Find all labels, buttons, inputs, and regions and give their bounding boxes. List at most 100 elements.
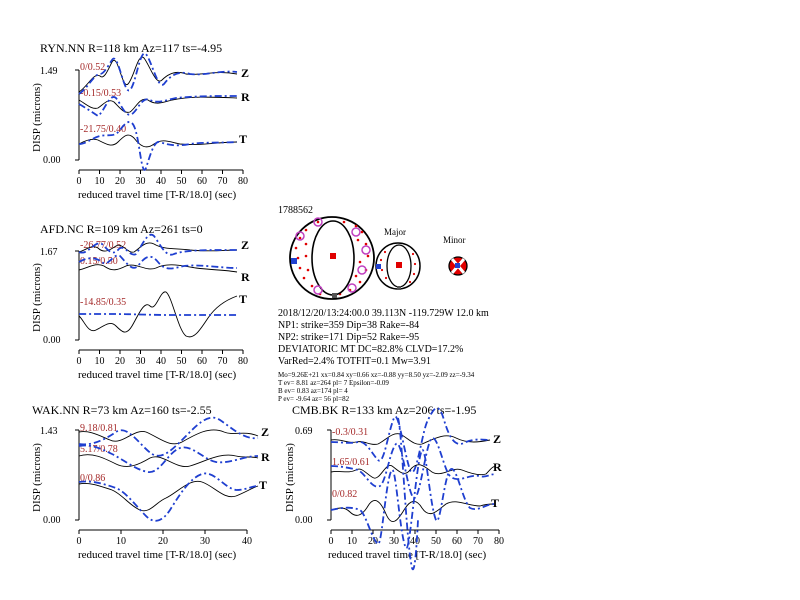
panel-afd: AFD.NC R=109 km Az=261 ts=0 1.67 0.00 DI… xyxy=(31,222,250,381)
compression-dots xyxy=(294,220,370,296)
amplitude-label-t: -14.85/0.35 xyxy=(80,297,126,308)
x-tick-label: 60 xyxy=(452,536,462,547)
panel-cmb: CMB.BK R=133 km Az=206 ts=-1.95 0.69 0.0… xyxy=(284,403,504,571)
minor-p-marker xyxy=(455,263,460,268)
x-tick-label: 0 xyxy=(77,356,82,367)
mechanism-area: 1788562 xyxy=(278,205,489,403)
synthetic-trace-r xyxy=(78,444,259,473)
amplitude-label-z: 0/0.52 xyxy=(80,62,105,73)
observed-trace-r xyxy=(78,96,238,113)
observed-trace-t xyxy=(78,134,238,148)
y-tick-label-max: 1.43 xyxy=(40,426,58,437)
synthetic-trace-z xyxy=(78,52,238,95)
major-b-marker xyxy=(397,286,401,290)
b-axis-info: B ev= 0.83 az=174 pl= 4 xyxy=(278,387,348,395)
x-tick-label: 50 xyxy=(177,176,187,187)
component-label-z: Z xyxy=(241,238,249,252)
y-axis-label: DISP (microns) xyxy=(31,263,43,332)
x-axis-label: reduced travel time [T-R/18.0] (sec) xyxy=(78,189,236,201)
fit-summary: VarRed=2.4% TOTFIT=0.1 Mw=3.91 xyxy=(278,356,431,367)
synthetic-trace-r xyxy=(78,95,238,118)
component-label-z: Z xyxy=(493,432,501,446)
panel-title: AFD.NC R=109 km Az=261 ts=0 xyxy=(40,222,203,236)
station-markers xyxy=(295,217,371,295)
synthetic-trace-z xyxy=(78,416,259,457)
p-axis-info: P ev= -9.64 az= 56 pl=82 xyxy=(278,395,350,403)
observed-trace-t xyxy=(78,291,238,338)
minor-label: Minor xyxy=(443,235,466,245)
nodal-plane-2: NP2: strike=171 Dip=52 Rake=-95 xyxy=(278,332,419,343)
amplitude-label-r: -0.15/0.53 xyxy=(80,88,121,99)
event-id: 1788562 xyxy=(278,205,313,216)
x-tick-label: 50 xyxy=(177,356,187,367)
component-label-t: T xyxy=(491,496,499,510)
x-tick-label: 40 xyxy=(410,536,420,547)
observed-trace-t xyxy=(330,500,495,522)
y-tick-label-max: 0.69 xyxy=(295,426,313,437)
y-tick-label-zero: 0.00 xyxy=(43,335,61,346)
amplitude-label-r: 0.15/0.50 xyxy=(80,256,118,267)
major-beachball xyxy=(375,242,421,290)
moment-tensor: Mo=9.26E+21 xx=0.84 xy=0.66 xz=-0.88 yy=… xyxy=(278,371,475,379)
observed-trace-t xyxy=(78,480,259,512)
panel-ryn: RYN.NN R=118 km Az=117 ts=-4.95 1.49 0.0… xyxy=(31,41,250,201)
component-label-z: Z xyxy=(241,66,249,80)
amplitude-label-z: -26.77/0.52 xyxy=(80,240,126,251)
y-axis-label: DISP (microns) xyxy=(31,83,43,152)
panel-title: CMB.BK R=133 km Az=206 ts=-1.95 xyxy=(292,403,476,417)
synthetic-trace-t-spike xyxy=(397,417,419,571)
observed-trace-r xyxy=(78,264,238,273)
b-axis-marker xyxy=(332,293,337,298)
component-label-r: R xyxy=(493,460,502,474)
x-tick-label: 20 xyxy=(158,536,168,547)
observed-trace-z xyxy=(78,242,238,253)
x-tick-label: 30 xyxy=(136,356,146,367)
deviatoric-mt: DEVIATORIC MT DC=82.8% CLVD=17.2% xyxy=(278,344,463,355)
component-label-r: R xyxy=(241,270,250,284)
x-tick-label: 70 xyxy=(218,356,228,367)
observed-trace-r xyxy=(330,464,497,479)
x-tick-label: 10 xyxy=(95,356,105,367)
amplitude-label-r: 5.17/0.78 xyxy=(80,444,118,455)
x-tick-label: 60 xyxy=(197,176,207,187)
component-label-z: Z xyxy=(261,425,269,439)
x-tick-label: 70 xyxy=(218,176,228,187)
component-label-t: T xyxy=(239,292,247,306)
nodal-plane-1: NP1: strike=359 Dip=38 Rake=-84 xyxy=(278,320,419,331)
x-tick-label: 10 xyxy=(95,176,105,187)
observed-trace-r xyxy=(78,454,259,468)
panel-title: RYN.NN R=118 km Az=117 ts=-4.95 xyxy=(40,41,222,55)
synthetic-trace-t xyxy=(330,449,495,549)
x-tick-label: 20 xyxy=(115,356,125,367)
x-tick-label: 20 xyxy=(115,176,125,187)
y-axis-label: DISP (microns) xyxy=(284,443,296,512)
component-label-t: T xyxy=(259,478,267,492)
amplitude-label-t: 0/0.86 xyxy=(80,473,105,484)
x-tick-label: 80 xyxy=(238,176,248,187)
t-axis-marker xyxy=(330,253,336,259)
component-label-r: R xyxy=(261,450,270,464)
x-tick-label: 80 xyxy=(238,356,248,367)
component-label-t: T xyxy=(239,132,247,146)
observed-trace-z xyxy=(78,429,259,445)
synthetic-trace-t xyxy=(79,313,237,316)
x-tick-label: 60 xyxy=(197,356,207,367)
main-beachball xyxy=(289,216,375,300)
x-tick-label: 40 xyxy=(242,536,252,547)
x-tick-label: 0 xyxy=(77,176,82,187)
x-axis-label: reduced travel time [T-R/18.0] (sec) xyxy=(328,549,486,561)
y-tick-label-zero: 0.00 xyxy=(295,515,313,526)
x-tick-label: 30 xyxy=(136,176,146,187)
amplitude-label-r: 1.65/0.61 xyxy=(332,457,370,468)
x-axis-label: reduced travel time [T-R/18.0] (sec) xyxy=(78,369,236,381)
x-axis-label: reduced travel time [T-R/18.0] (sec) xyxy=(78,549,236,561)
x-tick-label: 30 xyxy=(200,536,210,547)
x-tick-label: 80 xyxy=(494,536,504,547)
event-origin: 2018/12/20/13:24:00.0 39.113N -119.729W … xyxy=(278,308,489,319)
major-p-marker xyxy=(376,264,381,269)
x-tick-label: 50 xyxy=(431,536,441,547)
x-tick-label: 10 xyxy=(347,536,357,547)
p-axis-marker xyxy=(291,258,297,264)
x-tick-label: 70 xyxy=(473,536,483,547)
